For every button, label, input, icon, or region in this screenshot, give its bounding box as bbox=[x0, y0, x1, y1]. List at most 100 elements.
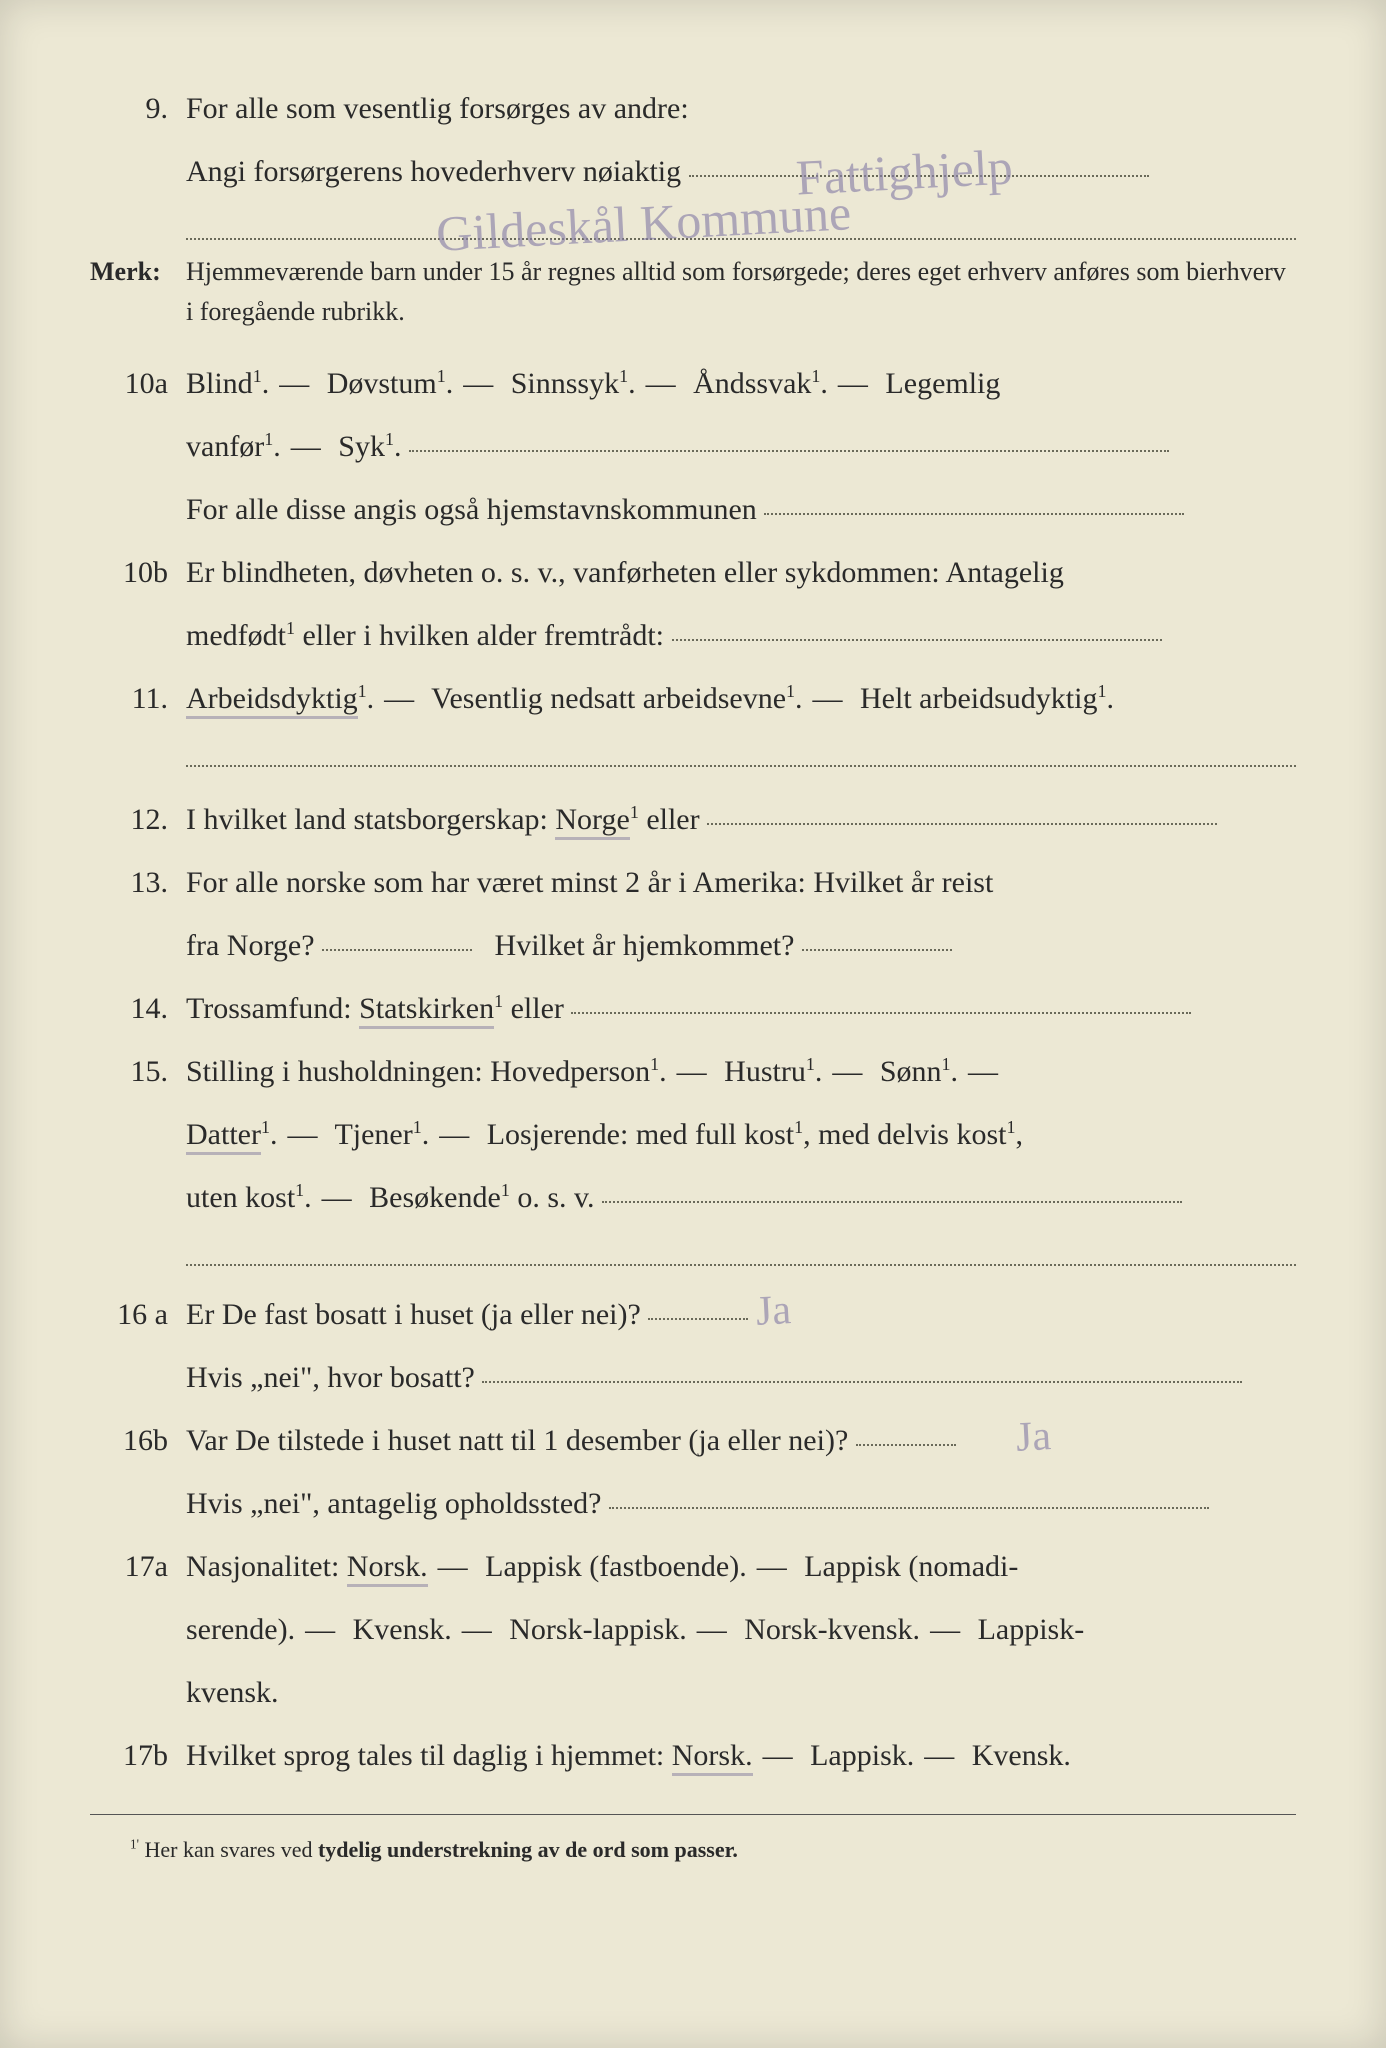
q12-fill[interactable] bbox=[707, 823, 1217, 825]
q10a-andssvak: Åndssvak bbox=[693, 367, 811, 400]
q10b-post: eller i hvilken alder fremtrådt: bbox=[302, 619, 664, 652]
q13-number: 13. bbox=[90, 854, 186, 911]
q16b-fill1[interactable] bbox=[856, 1444, 956, 1446]
q17a-lapp-fast: Lappisk (fastboende). bbox=[485, 1550, 747, 1583]
q12-post: eller bbox=[646, 803, 699, 836]
q16b-line2: Hvis „nei", antagelig opholdssted? bbox=[90, 1475, 1296, 1532]
q16a-fill1[interactable] bbox=[648, 1318, 748, 1320]
q17a-serende: serende). bbox=[186, 1613, 295, 1646]
q9-number: 9. bbox=[90, 80, 186, 137]
footnote-bold: tydelig understrekning av de ord som pas… bbox=[318, 1837, 738, 1862]
q15-losj: Losjerende: med full kost bbox=[487, 1118, 794, 1151]
q17b-kvensk: Kvensk. bbox=[972, 1739, 1071, 1772]
q11-opt3: Helt arbeidsudyktig bbox=[860, 682, 1097, 715]
q17a-nl: Norsk-lappisk. bbox=[509, 1613, 686, 1646]
footnote-marker: 1' bbox=[130, 1836, 139, 1851]
q15-hustru: Hustru bbox=[724, 1055, 806, 1088]
q11-opt2: Vesentlig nedsatt arbeidsevne bbox=[431, 682, 786, 715]
q16b-text2: Hvis „nei", antagelig opholdssted? bbox=[186, 1487, 602, 1520]
q15-line2: Datter1.— Tjener1.— Losjerende: med full… bbox=[90, 1106, 1296, 1163]
q10a-line3: For alle disse angis også hjemstavnskomm… bbox=[90, 481, 1296, 538]
q15-tjener: Tjener bbox=[334, 1118, 412, 1151]
q10b-fill[interactable] bbox=[672, 639, 1162, 641]
q16a-hand: Ja bbox=[754, 1271, 793, 1353]
q16a-line1: 16 a Er De fast bosatt i huset (ja eller… bbox=[90, 1286, 1296, 1343]
q10a-line2: vanfør1.— Syk1. bbox=[90, 418, 1296, 475]
q13-line2: fra Norge? Hvilket år hjemkommet? bbox=[90, 917, 1296, 974]
q13-text1: For alle norske som har været minst 2 år… bbox=[186, 854, 1296, 911]
q15-osv: o. s. v. bbox=[510, 1181, 595, 1214]
q17a-lk: Lappisk- bbox=[978, 1613, 1085, 1646]
q10a-number: 10a bbox=[90, 355, 186, 412]
q14-fill[interactable] bbox=[571, 1012, 1191, 1014]
q14-number: 14. bbox=[90, 980, 186, 1037]
q15-line1: 15. Stilling i husholdningen: Hovedperso… bbox=[90, 1043, 1296, 1100]
q14-line: 14. Trossamfund: Statskirken1 eller bbox=[90, 980, 1296, 1037]
q13-fill2[interactable] bbox=[802, 949, 952, 951]
q15-datter: Datter bbox=[186, 1118, 261, 1155]
q17a-line3: kvensk. bbox=[90, 1664, 1296, 1721]
footnote: 1' Her kan svares ved tydelig understrek… bbox=[90, 1814, 1296, 1871]
q16a-text1: Er De fast bosatt i huset (ja eller nei)… bbox=[186, 1298, 641, 1331]
q16a-text2: Hvis „nei", hvor bosatt? bbox=[186, 1361, 475, 1394]
q17a-kvensk2: kvensk. bbox=[186, 1664, 1296, 1721]
q17a-lapp-nomad: Lappisk (nomadi- bbox=[804, 1550, 1018, 1583]
census-form-page: 9. For alle som vesentlig forsørges av a… bbox=[0, 0, 1386, 2048]
q10a-fill[interactable] bbox=[409, 450, 1169, 452]
q13-fill1[interactable] bbox=[322, 949, 472, 951]
q9-line1: 9. For alle som vesentlig forsørges av a… bbox=[90, 80, 1296, 137]
q17a-line1: 17a Nasjonalitet: Norsk.— Lappisk (fastb… bbox=[90, 1538, 1296, 1595]
q16b-fill2[interactable] bbox=[609, 1507, 1209, 1509]
q16b-hand: Ja bbox=[1014, 1397, 1053, 1479]
q15-delvis: , med delvis kost bbox=[803, 1118, 1006, 1151]
q10b-line2: medfødt1 eller i hvilken alder fremtrådt… bbox=[90, 607, 1296, 664]
q10b-number: 10b bbox=[90, 544, 186, 601]
q12-line: 12. I hvilket land statsborgerskap: Norg… bbox=[90, 791, 1296, 848]
q10a-sinnssyk: Sinnssyk bbox=[511, 367, 619, 400]
q15-fill[interactable] bbox=[602, 1201, 1182, 1203]
q15-besok: Besøkende bbox=[369, 1181, 501, 1214]
q17a-pre: Nasjonalitet: bbox=[186, 1550, 347, 1583]
q12-text: I hvilket land statsborgerskap: bbox=[186, 803, 555, 836]
q14-text: Trossamfund: bbox=[186, 992, 359, 1025]
q17a-norsk: Norsk. bbox=[347, 1550, 428, 1587]
q17b-pre: Hvilket sprog tales til daglig i hjemmet… bbox=[186, 1739, 672, 1772]
q11-opt1: Arbeidsdyktig bbox=[186, 682, 358, 719]
q12-number: 12. bbox=[90, 791, 186, 848]
q10b-medfodt: medfødt bbox=[186, 619, 286, 652]
q16b-text1: Var De tilstede i huset natt til 1 desem… bbox=[186, 1424, 848, 1457]
merk-label: Merk: bbox=[90, 252, 186, 333]
q13-fra: fra Norge? bbox=[186, 929, 315, 962]
q17a-nk: Norsk-kvensk. bbox=[744, 1613, 920, 1646]
q13-hjem: Hvilket år hjemkommet? bbox=[495, 929, 795, 962]
q10b-line1: 10b Er blindheten, døvheten o. s. v., va… bbox=[90, 544, 1296, 601]
q10a-text3: For alle disse angis også hjemstavnskomm… bbox=[186, 493, 757, 526]
q10a-dovstum: Døvstum bbox=[327, 367, 437, 400]
q10a-vanfor: vanfør bbox=[186, 430, 264, 463]
q10a-blind: Blind bbox=[186, 367, 253, 400]
q15-sonn: Sønn bbox=[880, 1055, 942, 1088]
q9-fill-2[interactable]: Gildeskål Kommune bbox=[186, 210, 1296, 240]
q17b-line: 17b Hvilket sprog tales til daglig i hje… bbox=[90, 1727, 1296, 1784]
q14-statskirken: Statskirken bbox=[359, 992, 494, 1029]
q10a-syk: Syk bbox=[338, 430, 385, 463]
q16a-fill2[interactable] bbox=[482, 1381, 1242, 1383]
q10a-line1: 10a Blind1.— Døvstum1.— Sinnssyk1.— Ånds… bbox=[90, 355, 1296, 412]
q15-number: 15. bbox=[90, 1043, 186, 1100]
q11-fill[interactable] bbox=[186, 737, 1296, 767]
q17a-line2: serende).— Kvensk.— Norsk-lappisk.— Nors… bbox=[90, 1601, 1296, 1658]
q14-post: eller bbox=[511, 992, 564, 1025]
q10b-text1: Er blindheten, døvheten o. s. v., vanfør… bbox=[186, 544, 1296, 601]
q17b-norsk: Norsk. bbox=[672, 1739, 753, 1776]
q10a-fill2[interactable] bbox=[764, 513, 1184, 515]
q9-text1: For alle som vesentlig forsørges av andr… bbox=[186, 80, 1296, 137]
q17b-number: 17b bbox=[90, 1727, 186, 1784]
q13-line1: 13. For alle norske som har været minst … bbox=[90, 854, 1296, 911]
q15-pre: Stilling i husholdningen: Hovedperson bbox=[186, 1055, 650, 1088]
q16a-number: 16 a bbox=[90, 1286, 186, 1343]
footnote-pre: Her kan svares ved bbox=[144, 1837, 318, 1862]
q15-fill2[interactable] bbox=[186, 1236, 1296, 1266]
q16b-number: 16b bbox=[90, 1412, 186, 1469]
q16b-line1: 16b Var De tilstede i huset natt til 1 d… bbox=[90, 1412, 1296, 1469]
q11-line: 11. Arbeidsdyktig1.— Vesentlig nedsatt a… bbox=[90, 670, 1296, 727]
